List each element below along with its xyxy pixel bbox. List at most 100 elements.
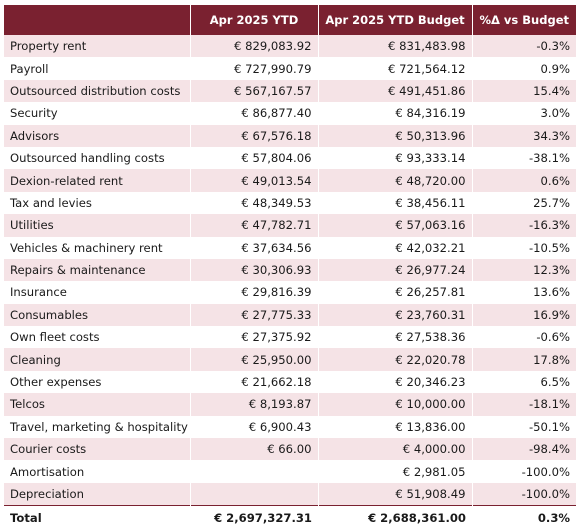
row-ytd: € 6,900.43 [190, 415, 319, 439]
total-budget: € 2,688,361.00 [318, 505, 472, 530]
row-label: Dexion-related rent [4, 169, 191, 192]
row-budget: € 38,456.11 [318, 191, 473, 215]
row-budget: € 50,313.96 [318, 124, 473, 147]
row-budget: € 26,977.24 [318, 258, 473, 282]
row-pct: -98.4% [472, 438, 576, 461]
row-ytd: € 66.00 [190, 438, 319, 461]
row-ytd: € 57,804.06 [190, 146, 319, 170]
row-budget: € 84,316.19 [318, 102, 473, 125]
header-cell-ytd: Apr 2025 YTD [190, 5, 319, 35]
row-ytd: € 86,877.40 [190, 102, 319, 125]
row-pct: 13.6% [472, 281, 576, 304]
table-row: Courier costs € 66.00 € 4,000.00 -98.4% [4, 438, 576, 461]
table-row: Amortisation € 2,981.05 -100.0% [4, 460, 576, 483]
row-ytd: € 30,306.93 [190, 258, 319, 282]
table-header: Apr 2025 YTD Apr 2025 YTD Budget %Δ vs B… [4, 5, 576, 35]
table-row: Property rent € 829,083.92 € 831,483.98 -0.… [4, 35, 576, 58]
row-budget: € 491,451.86 [318, 79, 473, 103]
row-ytd [190, 482, 319, 506]
row-label: Payroll [4, 57, 191, 80]
table-footer: Total € 2,697,327.31 € 2,688,361.00 0.3% [4, 505, 576, 530]
table-row: Outsourced distribution costs € 567,167.5… [4, 79, 576, 103]
table-row: Own fleet costs € 27,375.92 € 27,538.36 -0.… [4, 326, 576, 349]
row-pct: -50.1% [472, 415, 576, 439]
row-ytd: € 21,662.18 [190, 370, 319, 394]
table-row: Tax and levies € 48,349.53 € 38,456.11 25.7… [4, 191, 576, 215]
table-row: Vehicles & machinery rent € 37,634.56 € 42… [4, 236, 576, 259]
row-pct: 12.3% [472, 258, 576, 282]
row-pct: -100.0% [472, 482, 576, 506]
row-budget: € 42,032.21 [318, 236, 473, 259]
row-label: Other expenses [4, 370, 191, 394]
row-pct: -100.0% [472, 460, 576, 483]
row-pct: -38.1% [472, 146, 576, 170]
row-ytd: € 25,950.00 [190, 348, 319, 371]
row-budget: € 93,333.14 [318, 146, 473, 170]
row-budget: € 831,483.98 [318, 35, 473, 58]
row-budget: € 23,760.31 [318, 303, 473, 327]
row-ytd [190, 460, 319, 483]
table-row: Dexion-related rent € 49,013.54 € 48,720.0… [4, 169, 576, 192]
row-budget: € 13,836.00 [318, 415, 473, 439]
row-label: Property rent [4, 35, 191, 58]
table-row: Security € 86,877.40 € 84,316.19 3.0% [4, 102, 576, 125]
row-pct: -0.6% [472, 326, 576, 349]
row-pct: -18.1% [472, 393, 576, 416]
row-pct: -10.5% [472, 236, 576, 259]
row-budget: € 10,000.00 [318, 393, 473, 416]
row-ytd: € 567,167.57 [190, 79, 319, 103]
row-budget: € 20,346.23 [318, 370, 473, 394]
row-pct: 34.3% [472, 124, 576, 147]
row-label: Consumables [4, 303, 191, 327]
header-row: Apr 2025 YTD Apr 2025 YTD Budget %Δ vs B… [4, 5, 576, 35]
header-cell-label [4, 5, 191, 35]
row-label: Utilities [4, 214, 191, 237]
row-ytd: € 829,083.92 [190, 35, 319, 58]
row-label: Travel, marketing & hospitality [4, 415, 191, 439]
row-label: Security [4, 102, 191, 125]
table-row: Repairs & maintenance € 30,306.93 € 26,977… [4, 258, 576, 282]
row-ytd: € 48,349.53 [190, 191, 319, 215]
row-ytd: € 8,193.87 [190, 393, 319, 416]
row-ytd: € 27,375.92 [190, 326, 319, 349]
table-row: Consumables € 27,775.33 € 23,760.31 16.9% [4, 303, 576, 327]
total-label: Total [4, 505, 190, 530]
row-label: Telcos [4, 393, 191, 416]
row-budget: € 721,564.12 [318, 57, 473, 80]
total-ytd: € 2,697,327.31 [190, 505, 318, 530]
table-row: Travel, marketing & hospitality € 6,900.4… [4, 415, 576, 439]
row-ytd: € 49,013.54 [190, 169, 319, 192]
row-label: Amortisation [4, 460, 191, 483]
row-budget: € 22,020.78 [318, 348, 473, 371]
table-row: Telcos € 8,193.87 € 10,000.00 -18.1% [4, 393, 576, 416]
row-ytd: € 29,816.39 [190, 281, 319, 304]
row-budget: € 48,720.00 [318, 169, 473, 192]
total-pct: 0.3% [472, 505, 576, 530]
row-ytd: € 727,990.79 [190, 57, 319, 80]
row-pct: 0.6% [472, 169, 576, 192]
row-pct: 6.5% [472, 370, 576, 394]
row-label: Own fleet costs [4, 326, 191, 349]
row-label: Tax and levies [4, 191, 191, 215]
row-pct: 3.0% [472, 102, 576, 125]
row-label: Outsourced distribution costs [4, 79, 191, 103]
row-pct: 25.7% [472, 191, 576, 215]
row-pct: 16.9% [472, 303, 576, 327]
table-body: Property rent € 829,083.92 € 831,483.98 -0.… [4, 35, 576, 506]
table-row: Insurance € 29,816.39 € 26,257.81 13.6% [4, 281, 576, 304]
row-budget: € 51,908.49 [318, 482, 473, 506]
budget-variance-table: Apr 2025 YTD Apr 2025 YTD Budget %Δ vs B… [4, 5, 576, 530]
row-ytd: € 27,775.33 [190, 303, 319, 327]
row-ytd: € 47,782.71 [190, 214, 319, 237]
row-budget: € 4,000.00 [318, 438, 473, 461]
row-budget: € 2,981.05 [318, 460, 473, 483]
row-budget: € 57,063.16 [318, 214, 473, 237]
total-row: Total € 2,697,327.31 € 2,688,361.00 0.3% [4, 505, 576, 530]
row-ytd: € 37,634.56 [190, 236, 319, 259]
row-label: Repairs & maintenance [4, 258, 191, 282]
row-pct: 17.8% [472, 348, 576, 371]
row-pct: 0.9% [472, 57, 576, 80]
row-label: Cleaning [4, 348, 191, 371]
table-row: Payroll € 727,990.79 € 721,564.12 0.9% [4, 57, 576, 80]
row-label: Advisors [4, 124, 191, 147]
